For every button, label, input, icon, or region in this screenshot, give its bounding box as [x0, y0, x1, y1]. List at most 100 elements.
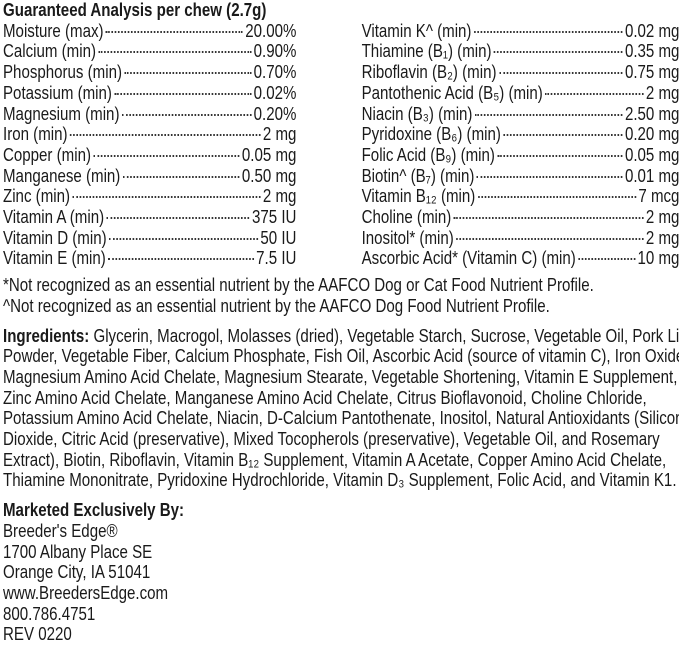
nutrient-row: Biotin^ (B₇) (min) 0.01 mg — [361, 164, 679, 187]
marketer-name: Breeder's Edge® — [3, 519, 118, 541]
nutrient-row: Copper (min) 0.05 mg — [3, 143, 297, 166]
dot-leader — [105, 30, 243, 33]
nutrient-value: 10 mg — [637, 247, 679, 269]
nutrient-row: Thiamine (B₁) (min) 0.35 mg — [362, 41, 679, 62]
dot-leader — [578, 258, 636, 261]
nutrient-row: Vitamin E (min) 7.5 IU — [3, 248, 296, 269]
nutrient-row: Pyridoxine (B₆) (min) 0.20 mg — [361, 123, 679, 145]
nutrient-label: Calcium (min) — [3, 40, 96, 62]
nutrient-row: Vitamin A (min) 375 IU — [3, 206, 296, 228]
guaranteed-analysis: Guaranteed Analysis per chew (2.7g) Mois… — [3, 0, 679, 269]
nutrient-label: Potassium (min) — [3, 81, 112, 103]
nutrient-value: 0.01 mg — [624, 164, 679, 186]
nutrient-row: Potassium (min) 0.02% — [3, 81, 297, 104]
nutrient-label: Phosphorus (min) — [3, 61, 123, 83]
ingredients-text: Zinc Amino Acid Chelate, Manganese Amino… — [3, 386, 647, 408]
nutrient-label: Moisture (max) — [3, 19, 104, 41]
footnotes: *Not recognized as an essential nutrient… — [3, 274, 679, 316]
nutrient-label: Vitamin B₁₂ (min) — [361, 185, 476, 207]
dot-leader — [497, 154, 623, 157]
ingredients-text: Extract), Biotin, Riboflavin, Vitamin B₁… — [3, 448, 667, 470]
nutrient-label: Folic Acid (B₉) (min) — [361, 143, 495, 165]
nutrient-label: Niacin (B₃) (min) — [361, 102, 473, 124]
dot-leader — [108, 258, 254, 261]
nutrient-row: Manganese (min) 0.50 mg — [3, 164, 297, 187]
nutrient-value: 2 mg — [262, 185, 297, 207]
supplement-label: Guaranteed Analysis per chew (2.7g) Mois… — [3, 0, 679, 645]
ingredients-text: Thiamine Mononitrate, Pyridoxine Hydroch… — [3, 469, 677, 491]
nutrient-row: Calcium (min) 0.90% — [3, 41, 296, 62]
dot-leader — [503, 134, 623, 137]
nutrient-value: 0.20% — [253, 102, 297, 124]
dot-leader — [477, 196, 636, 199]
ingredients-line: Powder, Vegetable Fiber, Calcium Phospha… — [3, 345, 679, 367]
nutrient-label: Vitamin E (min) — [3, 247, 106, 269]
nutrient-label: Pyridoxine (B₆) (min) — [361, 123, 501, 145]
ingredients: Ingredients: Glycerin, Macrogol, Molasse… — [3, 324, 679, 492]
dot-leader — [114, 92, 252, 95]
nutrient-label: Magnesium (min) — [3, 102, 120, 124]
dot-leader — [493, 51, 623, 54]
nutrient-label: Choline (min) — [361, 206, 452, 228]
nutrient-value: 7.5 IU — [256, 247, 297, 269]
nutrient-label: Vitamin K^ (min) — [361, 19, 472, 41]
nutrient-row: Ascorbic Acid* (Vitamin C) (min) 10 mg — [362, 248, 679, 269]
address-line-2: Orange City, IA 51041 — [3, 561, 151, 583]
footnote: ^Not recognized as an essential nutrient… — [3, 294, 550, 316]
nutrient-label: Vitamin D (min) — [3, 226, 107, 248]
ingredients-text: Dioxide, Citric Acid (preservative), Mix… — [3, 428, 660, 450]
dot-leader — [93, 154, 240, 157]
phone: 800.786.4751 — [3, 602, 96, 624]
nutrient-label: Iron (min) — [3, 123, 68, 145]
revision: REV 0220 — [3, 623, 72, 645]
nutrient-value: 0.05 mg — [624, 143, 679, 165]
nutrient-value: 0.20 mg — [624, 123, 679, 145]
nutrient-label: Vitamin A (min) — [3, 206, 105, 228]
nutrient-value: 0.50 mg — [241, 164, 297, 186]
nutrient-row: Zinc (min) 2 mg — [3, 186, 296, 207]
nutrient-row: Magnesium (min) 0.20% — [3, 102, 297, 125]
nutrient-value: 50 IU — [260, 226, 297, 248]
nutrient-value: 20.00% — [245, 19, 297, 41]
ingredients-line: Potassium Amino Acid Chelate, Niacin, D-… — [3, 408, 679, 429]
nutrient-value: 2.50 mg — [624, 102, 679, 124]
ingredients-line: Dioxide, Citric Acid (preservative), Mix… — [3, 428, 679, 450]
nutrient-row: Choline (min) 2 mg — [361, 206, 679, 228]
ingredients-text: Powder, Vegetable Fiber, Calcium Phospha… — [3, 345, 679, 367]
dot-leader — [69, 134, 261, 137]
nutrient-row: Riboflavin (B₂) (min) 0.75 mg — [361, 61, 679, 83]
nutrient-value: 0.02% — [253, 81, 297, 103]
dot-leader — [474, 113, 623, 116]
dot-leader — [498, 72, 623, 75]
nutrient-label: Ascorbic Acid* (Vitamin C) (min) — [361, 247, 576, 269]
dot-leader — [98, 51, 252, 54]
nutrient-value: 2 mg — [645, 226, 679, 248]
analysis-left-column: Guaranteed Analysis per chew (2.7g) Mois… — [3, 0, 296, 269]
marketer-info: Marketed Exclusively By: Breeder's Edge®… — [3, 499, 679, 645]
nutrient-label: Thiamine (B₁) (min) — [361, 40, 492, 62]
nutrient-row: Folic Acid (B₉) (min) 0.05 mg — [361, 143, 679, 166]
nutrient-row: Pantothenic Acid (B₅) (min) 2 mg — [361, 81, 679, 104]
ingredients-text: Glycerin, Macrogol, Molasses (dried), Ve… — [89, 324, 679, 346]
dot-leader — [121, 113, 252, 116]
dot-leader — [453, 217, 644, 220]
nutrient-row: Vitamin D (min) 50 IU — [3, 226, 297, 249]
dot-leader — [456, 237, 644, 240]
nutrient-label: Copper (min) — [3, 143, 91, 165]
nutrient-label: Manganese (min) — [3, 164, 121, 186]
nutrient-value: 0.05 mg — [241, 143, 297, 165]
nutrient-row: Moisture (max) 20.00% — [3, 19, 297, 42]
nutrient-label: Biotin^ (B₇) (min) — [361, 164, 475, 186]
nutrient-value: 2 mg — [645, 206, 679, 228]
dot-leader — [122, 175, 240, 178]
nutrient-label: Pantothenic Acid (B₅) (min) — [361, 81, 543, 103]
nutrient-value: 0.70% — [253, 61, 297, 83]
nutrient-label: Zinc (min) — [3, 185, 71, 207]
nutrient-row: Niacin (B₃) (min) 2.50 mg — [361, 102, 679, 125]
dot-leader — [124, 72, 252, 75]
nutrient-label: Riboflavin (B₂) (min) — [361, 61, 497, 83]
ingredients-line: Zinc Amino Acid Chelate, Manganese Amino… — [3, 386, 679, 409]
nutrient-row: Phosphorus (min) 0.70% — [3, 61, 297, 83]
nutrient-value: 0.35 mg — [624, 40, 679, 62]
marketer-heading: Marketed Exclusively By: — [3, 499, 185, 521]
